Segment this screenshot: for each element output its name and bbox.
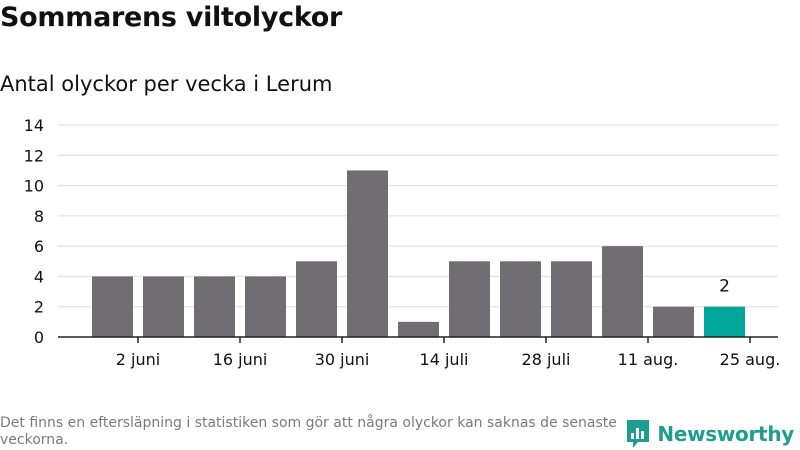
bar [602, 246, 643, 337]
y-tick-label: 8 [34, 207, 44, 226]
bar [245, 276, 286, 337]
bar [347, 170, 388, 337]
bar [551, 261, 592, 337]
y-tick-label: 2 [34, 298, 44, 317]
data-label: 2 [719, 277, 730, 297]
footnote: Det finns en eftersläpning i statistiken… [0, 415, 617, 448]
x-tick-label: 16 juni [213, 350, 268, 369]
x-tick-label: 11 aug. [618, 350, 679, 369]
y-tick-label: 10 [24, 177, 44, 196]
bar [398, 321, 439, 337]
bar [296, 261, 337, 337]
bar-highlighted [704, 306, 745, 337]
bar [449, 261, 490, 337]
y-tick-label: 0 [34, 328, 44, 347]
y-tick-label: 12 [24, 146, 44, 165]
bar [143, 276, 184, 337]
bar [92, 276, 133, 337]
bar [500, 261, 541, 337]
newsworthy-logo-icon [627, 420, 650, 448]
x-tick-label: 25 aug. [720, 350, 781, 369]
x-tick-label: 2 juni [116, 350, 160, 369]
bar [194, 276, 235, 337]
x-tick-label: 14 juli [420, 350, 469, 369]
x-tick-label: 30 juni [315, 350, 370, 369]
y-tick-label: 4 [34, 267, 44, 286]
chart-title: Sommarens viltolyckor [0, 2, 343, 33]
bar-chart: 0 2 4 6 8 10 12 14 2 juni 16 juni 30 juni 14 juli 28… [24, 116, 781, 369]
y-tick-label: 14 [24, 116, 44, 135]
brand-name: Newsworthy [657, 422, 794, 446]
x-tick-label: 28 juli [522, 350, 571, 369]
y-tick-label: 6 [34, 237, 44, 256]
bar [653, 306, 694, 337]
brand[interactable]: Newsworthy [625, 419, 794, 449]
chart-subtitle: Antal olyckor per vecka i Lerum [0, 72, 333, 96]
